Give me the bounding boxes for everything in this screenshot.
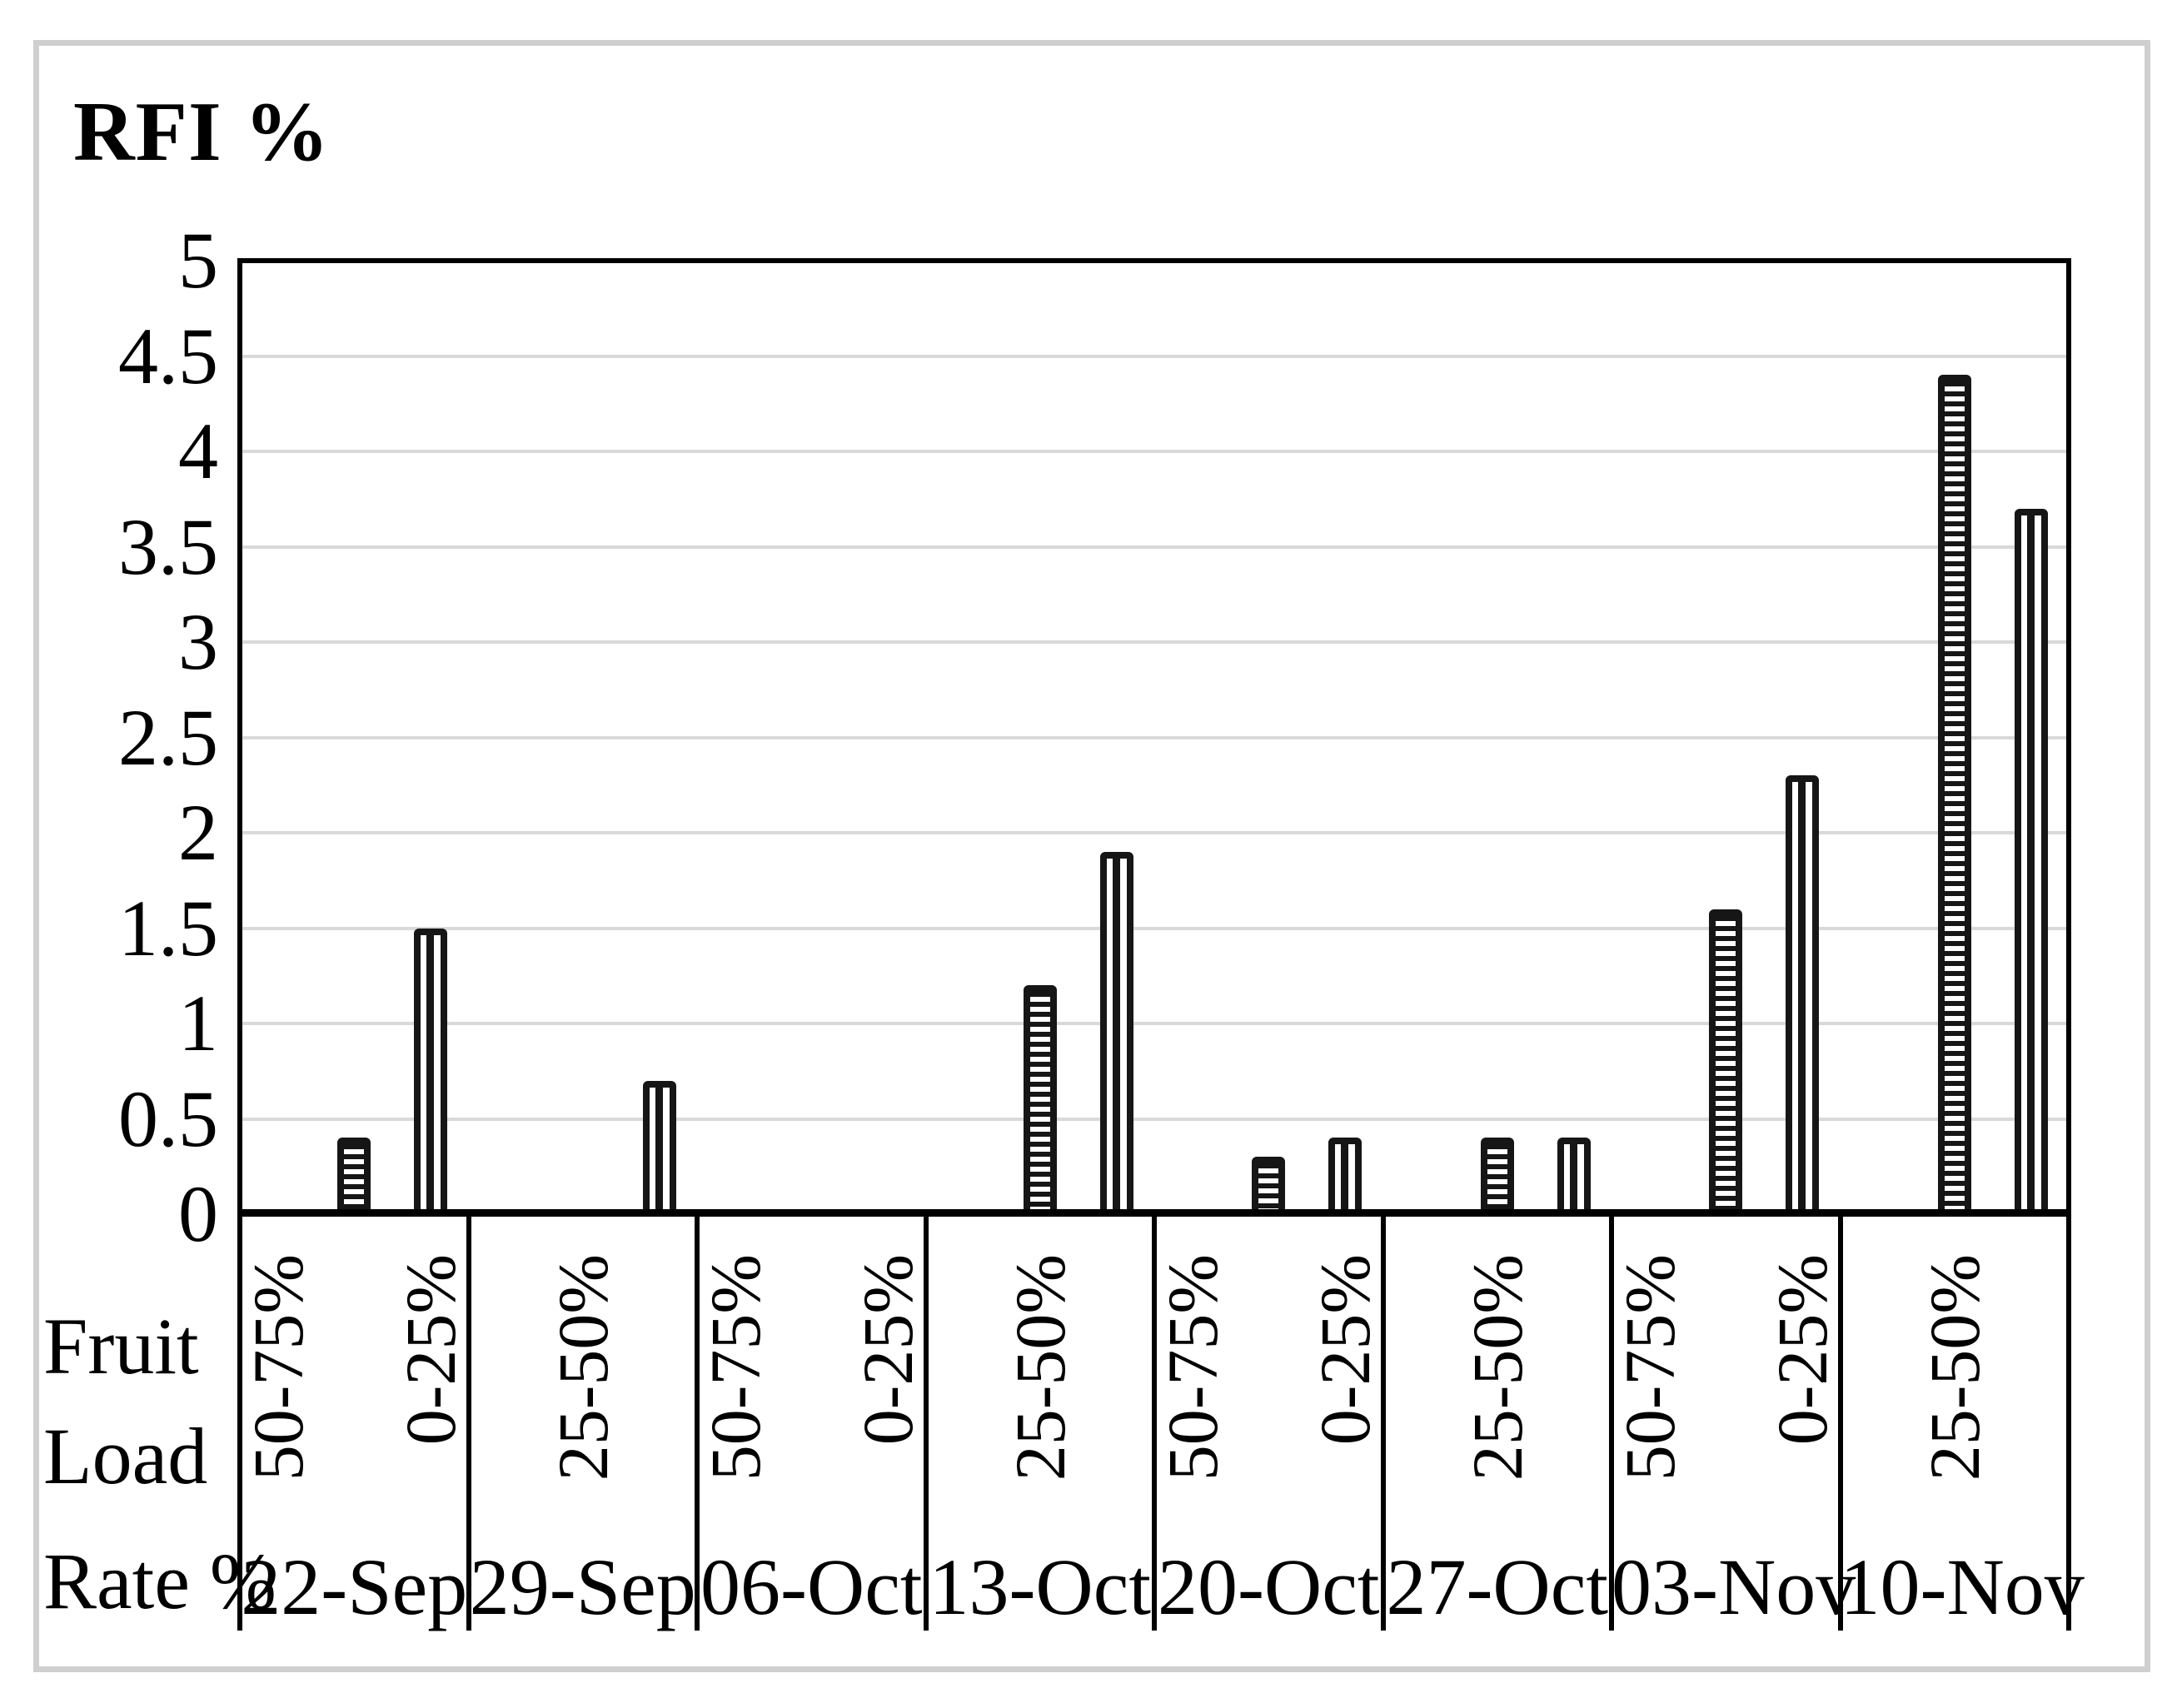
date-label: 03-Nov — [1612, 1542, 1856, 1631]
gridline — [240, 831, 2069, 834]
date-label: 06-Oct — [700, 1542, 923, 1631]
date-label: 27-Oct — [1386, 1542, 1609, 1631]
y-tick-label: 2.5 — [118, 692, 218, 782]
gridline — [240, 1022, 2069, 1025]
category-label-rotated: 50-75% — [1609, 1254, 1690, 1481]
category-label-rotated: 50-75% — [237, 1254, 318, 1481]
plot-border-left — [237, 258, 242, 1631]
chart-title: RFI % — [73, 85, 331, 179]
bar-22-Sep-vertical-stripes — [414, 928, 448, 1217]
group-separator — [1380, 1209, 1386, 1631]
y-tick-label: 4.5 — [118, 311, 218, 401]
figure-border — [33, 40, 2150, 1672]
gridline — [240, 354, 2069, 358]
category-label-rotated: 50-75% — [1152, 1254, 1233, 1481]
category-label-rotated: 0-25% — [1762, 1254, 1843, 1446]
y-tick-label: 2 — [178, 788, 218, 877]
gridline — [240, 545, 2069, 549]
category-label-rotated: 25-50% — [999, 1254, 1080, 1481]
gridline — [240, 450, 2069, 453]
date-label: 20-Oct — [1157, 1542, 1380, 1631]
y-tick-label: 3.5 — [118, 501, 218, 591]
bar-13-Oct-vertical-stripes — [1099, 851, 1133, 1217]
category-label-rotated: 0-25% — [1305, 1254, 1386, 1446]
bar-13-Oct-horizontal-stripes — [1023, 985, 1057, 1217]
bar-10-Nov-horizontal-stripes — [1937, 375, 1971, 1217]
category-label-rotated: 25-50% — [1457, 1254, 1537, 1481]
bar-20-Oct-horizontal-stripes — [1252, 1157, 1286, 1217]
category-label-rotated: 25-50% — [1914, 1254, 1995, 1481]
bar-20-Oct-vertical-stripes — [1328, 1138, 1362, 1217]
y-tick-label: 4 — [178, 406, 218, 495]
y-tick-label: 1.5 — [118, 883, 218, 973]
plot-border-top — [237, 258, 2071, 263]
y-tick-label: 5 — [178, 216, 218, 305]
y-tick-label: 3 — [178, 597, 218, 686]
bar-27-Oct-horizontal-stripes — [1480, 1138, 1514, 1217]
gridline — [240, 1117, 2069, 1121]
bar-22-Sep-horizontal-stripes — [337, 1138, 371, 1217]
group-separator — [466, 1209, 471, 1631]
category-label-rotated: 25-50% — [542, 1254, 623, 1481]
date-label: 29-Sep — [469, 1542, 696, 1631]
x-axis-title-line-1: Fruit — [43, 1302, 199, 1391]
bar-10-Nov-vertical-stripes — [2014, 508, 2048, 1217]
bar-27-Oct-vertical-stripes — [1557, 1138, 1591, 1217]
group-separator — [695, 1209, 700, 1631]
group-separator — [923, 1209, 929, 1631]
category-label-rotated: 0-25% — [391, 1254, 471, 1446]
y-tick-label: 0 — [178, 1169, 218, 1258]
group-separator — [1837, 1209, 1843, 1631]
gridline — [240, 926, 2069, 930]
x-axis-title-line-2: Load — [43, 1412, 208, 1501]
bar-03-Nov-horizontal-stripes — [1709, 909, 1743, 1217]
bar-03-Nov-vertical-stripes — [1786, 775, 1820, 1217]
y-tick-label: 1 — [178, 978, 218, 1068]
date-label: 13-Oct — [929, 1542, 1152, 1631]
category-label-rotated: 50-75% — [695, 1254, 775, 1481]
x-axis-line — [237, 1209, 2071, 1217]
gridline — [240, 735, 2069, 739]
group-separator — [1152, 1209, 1157, 1631]
date-label: 22-Sep — [241, 1542, 468, 1631]
category-label-rotated: 0-25% — [848, 1254, 929, 1446]
group-separator — [1609, 1209, 1614, 1631]
y-tick-label: 0.5 — [118, 1073, 218, 1163]
date-label: 10-Nov — [1840, 1542, 2085, 1631]
bar-29-Sep-vertical-stripes — [642, 1080, 676, 1217]
plot-border-right — [2066, 258, 2071, 1631]
gridline — [240, 640, 2069, 644]
